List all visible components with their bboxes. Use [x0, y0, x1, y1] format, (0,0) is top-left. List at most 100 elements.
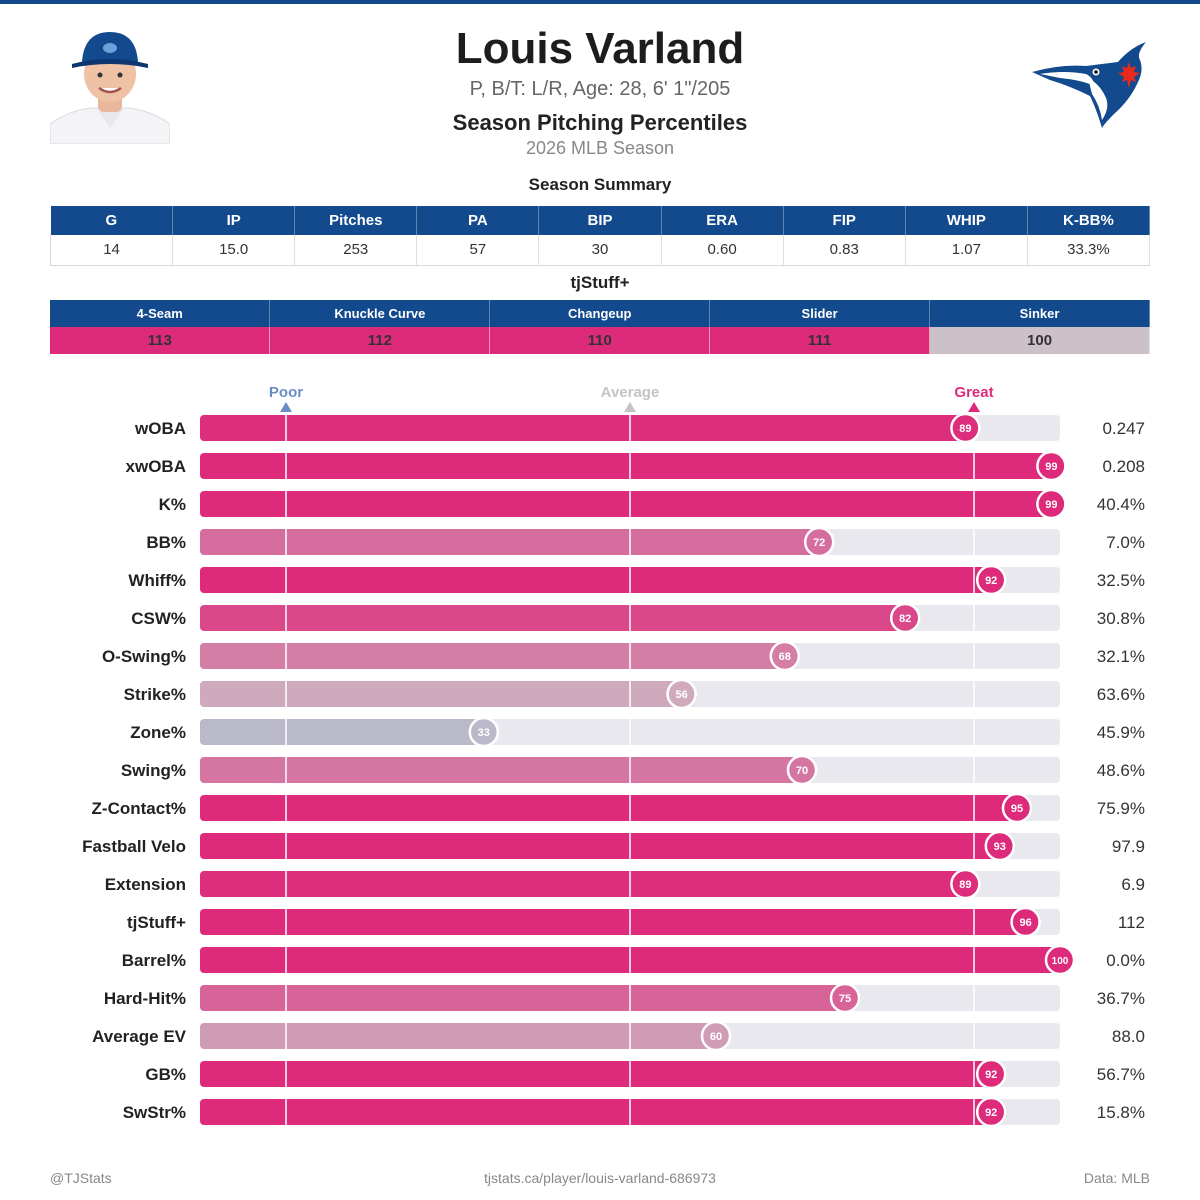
percentile-marker: [1036, 488, 1067, 520]
percentile-label: 68: [779, 651, 791, 663]
summary-header: BIP: [538, 206, 662, 235]
footer-url[interactable]: tjstats.ca/player/louis-varland-686973: [484, 1170, 716, 1186]
season-summary-table: G IP Pitches PA BIP ERA FIP WHIP K-BB% 1…: [49, 206, 1151, 266]
percentile-bar: [200, 795, 1017, 821]
percentile-bar: [200, 871, 966, 897]
percentile-bar: [200, 719, 484, 745]
percentile-label: 75: [839, 993, 851, 1005]
footer-source: Data: MLB: [1083, 1170, 1150, 1186]
tjstuff-table: 4-Seam Knuckle Curve Changeup Slider Sin…: [50, 300, 1150, 354]
percentile-bar: [200, 1099, 992, 1125]
metric-value: 32.5%: [1097, 571, 1145, 590]
metric-value: 97.9: [1112, 837, 1145, 856]
pitch-type-header: 4-Seam: [50, 300, 271, 327]
player-headshot: [50, 24, 170, 144]
percentile-bar: [200, 757, 802, 783]
percentile-marker: [829, 982, 861, 1014]
season-summary-title: Season Summary: [528, 175, 672, 194]
percentile-label: 95: [1011, 803, 1023, 815]
summary-value: 1.07: [905, 235, 1028, 266]
top-rule: [0, 0, 1200, 4]
metric-value: 0.208: [1102, 457, 1145, 476]
percentile-marker: [1036, 450, 1067, 482]
metric-label: Swing%: [121, 761, 186, 780]
summary-header: G: [50, 206, 174, 235]
reference-label-great: Great: [954, 384, 993, 401]
summary-value-row: 14 15.0 253 57 30 0.60 0.83 1.07 33.3%: [49, 235, 1151, 266]
metric-label: Extension: [105, 875, 186, 894]
metric-value: 112: [1118, 913, 1145, 932]
metric-value: 40.4%: [1097, 495, 1145, 514]
percentile-bar: [200, 643, 785, 669]
percentile-marker: [803, 526, 835, 558]
percentile-bar: [200, 681, 682, 707]
metric-label: K%: [159, 495, 186, 514]
metric-label: Fastball Velo: [82, 837, 186, 856]
percentile-bar: [200, 567, 992, 593]
metric-value: 30.8%: [1097, 609, 1145, 628]
reference-label-average: Average: [601, 384, 660, 401]
percentile-marker: [889, 602, 921, 634]
percentile-marker: [984, 830, 1016, 862]
tjstuff-value: 111: [709, 327, 931, 354]
percentile-label: 100: [1052, 956, 1069, 967]
chart-title: Season Pitching Percentiles: [452, 110, 748, 135]
summary-value: 14: [49, 235, 174, 266]
player-name: Louis Varland: [455, 24, 745, 73]
tjstuff-header-row: 4-Seam Knuckle Curve Changeup Slider Sin…: [50, 300, 1150, 327]
blue-jays-logo-icon: [1030, 36, 1150, 131]
percentile-label: 33: [478, 727, 490, 739]
percentile-bar: [200, 1061, 992, 1087]
metric-label: GB%: [145, 1065, 186, 1084]
pitch-type-header: Knuckle Curve: [269, 300, 491, 327]
percentile-marker: [666, 678, 697, 710]
percentile-label: 89: [959, 423, 971, 435]
metric-value: 36.7%: [1097, 989, 1145, 1008]
percentile-bar: [200, 453, 1052, 479]
chart-subtitle: 2026 MLB Season: [525, 138, 675, 158]
percentile-marker: [1001, 792, 1033, 824]
percentile-label: 92: [985, 575, 997, 587]
reference-label-poor: Poor: [269, 384, 303, 401]
percentile-label: 82: [899, 613, 911, 625]
pitch-type-header: Changeup: [489, 300, 711, 327]
percentile-bar: [200, 491, 1052, 517]
tjstuff-title: tjStuff+: [570, 273, 630, 292]
percentile-label: 72: [813, 537, 825, 549]
metric-value: 45.9%: [1097, 723, 1145, 742]
percentile-bar: [200, 909, 1026, 935]
percentile-marker: [950, 868, 981, 900]
metric-value: 6.9: [1121, 875, 1145, 894]
summary-value: 253: [294, 235, 418, 266]
tjstuff-value: 100: [929, 327, 1150, 354]
percentile-marker: [975, 1096, 1007, 1128]
tjstuff-value-row: 113 112 110 111 100: [50, 327, 1150, 354]
metric-value: 15.8%: [1097, 1103, 1145, 1122]
reference-arrow-icon: [968, 402, 980, 412]
percentile-marker: [1010, 906, 1041, 938]
metric-label: Average EV: [92, 1027, 187, 1046]
percentile-marker: [700, 1020, 732, 1052]
percentile-label: 99: [1045, 461, 1057, 473]
percentile-bar: [200, 415, 966, 441]
metric-value: 7.0%: [1106, 533, 1145, 552]
percentile-bar: [200, 1023, 716, 1049]
tjstuff-value: 112: [269, 327, 491, 354]
metric-label: xwOBA: [126, 457, 186, 476]
tjstuff-value: 113: [50, 327, 271, 354]
reference-arrow-icon: [624, 402, 636, 412]
percentile-bar: [200, 985, 845, 1011]
percentile-label: 92: [985, 1107, 997, 1119]
pitch-type-header: Slider: [709, 300, 931, 327]
percentile-marker: [468, 716, 500, 748]
summary-header: Pitches: [294, 206, 418, 235]
summary-header: PA: [416, 206, 540, 235]
percentile-label: 56: [675, 689, 687, 701]
metric-label: Zone%: [130, 723, 186, 742]
percentile-marker: [950, 412, 981, 444]
percentile-label: 99: [1045, 499, 1057, 511]
metric-label: tjStuff+: [127, 913, 186, 932]
percentile-label: 60: [710, 1031, 722, 1043]
percentile-marker: [975, 1058, 1007, 1090]
metric-value: 0.247: [1102, 419, 1145, 438]
